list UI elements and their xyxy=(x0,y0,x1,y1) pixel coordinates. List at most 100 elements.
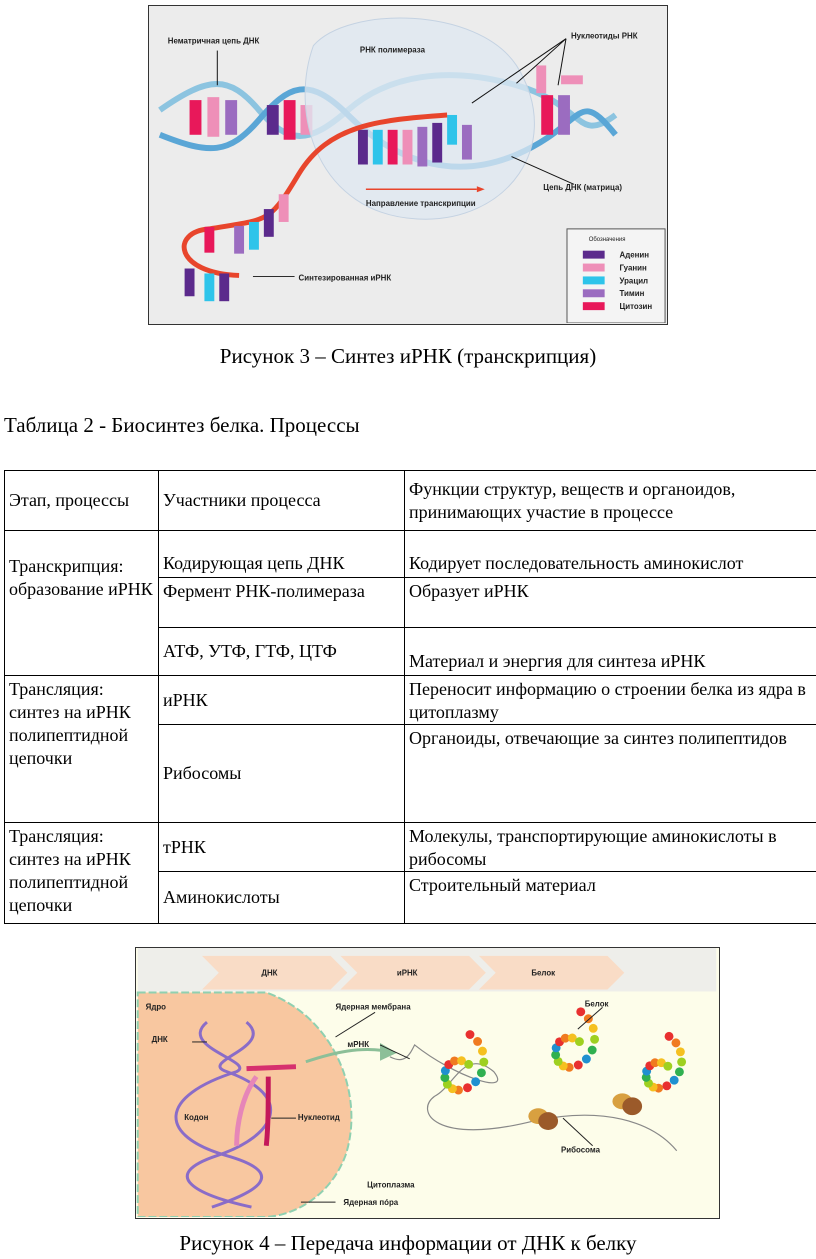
legend-label: Урацил xyxy=(619,276,648,285)
table-header-row: Этап, процессы Участники процесса Функци… xyxy=(4,470,816,531)
label-codon: Кодон xyxy=(184,1113,208,1122)
amino-acid-bead xyxy=(473,1037,483,1046)
amino-acid-bead xyxy=(581,1054,591,1064)
participant-cell: Аминокислоты xyxy=(158,871,405,924)
function-cell: Кодирует последовательность аминокислот xyxy=(404,530,816,578)
amino-acid-bead xyxy=(576,1007,586,1017)
legend-swatch xyxy=(582,276,605,285)
label-rna-nucleotides: Нуклеотиды РНК xyxy=(571,32,638,41)
mrna-bases xyxy=(357,65,583,167)
header-cell: Функции структур, веществ и органоидов, … xyxy=(404,470,816,531)
amino-acid-bead xyxy=(440,1073,450,1083)
label-nontemplate-strand: Нематричная цепь ДНК xyxy=(168,37,260,46)
header-cell: Этап, процессы xyxy=(4,470,159,531)
participant-cell: Рибосомы xyxy=(158,724,405,823)
figure-dna-to-protein: ДНК иРНК Белок Ядро Ядерная мембрана Бел… xyxy=(135,947,720,1219)
amino-acid-bead xyxy=(478,1046,487,1056)
step-mrna: иРНК xyxy=(397,969,418,978)
mrna-tail-bases xyxy=(184,194,289,302)
amino-acid-bead xyxy=(677,1057,687,1067)
base-pairs xyxy=(189,95,570,140)
amino-acid-bead xyxy=(663,1061,673,1071)
label-ribosome: Рибосома xyxy=(561,1146,601,1155)
label-dna: ДНК xyxy=(152,1035,168,1044)
legend-label: Цитозин xyxy=(619,302,652,311)
table-row: АТФ, УТФ, ГТФ, ЦТФ Материал и энергия дл… xyxy=(5,627,816,676)
mrna-strands xyxy=(234,1064,297,1147)
amino-acid-bead xyxy=(587,1045,597,1055)
legend-title: Обозначения xyxy=(589,237,626,243)
amino-acid-bead xyxy=(465,1030,475,1039)
amino-acid-bead xyxy=(590,1034,600,1044)
stage-cell: Транскрипция: образование иРНК xyxy=(4,530,159,676)
amino-acid-bead xyxy=(588,1023,598,1033)
label-direction: Направление транскрипции xyxy=(366,199,476,208)
legend-swatch xyxy=(582,250,605,259)
amino-acid-bead xyxy=(575,1037,584,1047)
legend-label: Тимин xyxy=(619,289,644,298)
pointer-arrows xyxy=(216,38,575,277)
legend-swatch xyxy=(582,263,605,272)
label-nucleotide: Нуклеотид xyxy=(298,1113,340,1122)
legend-label: Гуанин xyxy=(619,263,647,272)
amino-acid-bead xyxy=(669,1075,679,1085)
step-dna: ДНК xyxy=(261,969,277,978)
table-row: Трансляция: синтез на иРНК полипептидной… xyxy=(4,675,816,823)
table-row: Транскрипция: образование иРНК Кодирующа… xyxy=(4,530,816,676)
participant-cell: Фермент РНК-полимераза xyxy=(158,577,405,628)
function-cell: Образует иРНК xyxy=(404,577,816,628)
amino-acid-bead xyxy=(674,1067,684,1077)
function-cell: Материал и энергия для синтеза иРНК xyxy=(404,627,816,676)
amino-acid-bead xyxy=(675,1047,685,1057)
pointer-arrows xyxy=(192,1006,603,1203)
table-row: Трансляция: синтез на иРНК полипептидной… xyxy=(4,822,816,924)
amino-acid-bead xyxy=(664,1031,674,1041)
participant-cell: АТФ, УТФ, ГТФ, ЦТФ xyxy=(158,627,405,676)
step-protein: Белок xyxy=(531,969,555,978)
label-nucleus: Ядро xyxy=(146,1002,167,1011)
amino-acid-bead xyxy=(457,1056,466,1066)
table-caption: Таблица 2 - Биосинтез белка. Процессы xyxy=(4,413,360,437)
label-template-strand: Цепь ДНК (матрица) xyxy=(543,183,622,192)
label-nuclear-membrane: Ядерная мембрана xyxy=(336,1002,412,1011)
amino-acid-bead xyxy=(662,1081,672,1091)
amino-acid-bead xyxy=(573,1060,583,1070)
participant-cell: иРНК xyxy=(158,675,405,725)
legend-label: Аденин xyxy=(619,251,649,260)
amino-acid-bead xyxy=(464,1059,474,1069)
amino-acid-bead xyxy=(479,1057,489,1067)
amino-acid-bead xyxy=(650,1058,660,1068)
export-arrow xyxy=(305,1048,386,1064)
participant-cell: Кодирующая цепь ДНК xyxy=(158,530,405,578)
table-row: Рибосомы Органоиды, отвечающие за синтез… xyxy=(5,724,816,823)
legend: Обозначения Аденин Гуанин Урацил Тимин Цитоз… xyxy=(566,228,666,323)
amino-acid-bead xyxy=(551,1050,561,1060)
biosynthesis-table: Этап, процессы Участники процесса Функци… xyxy=(4,470,816,924)
function-cell: Молекулы, транспортирующие аминокислоты … xyxy=(404,822,816,872)
amino-acid-bead xyxy=(471,1077,481,1087)
label-mrna: мРНК xyxy=(347,1040,369,1049)
protein-chains xyxy=(440,1007,687,1095)
function-cell: Строительный материал xyxy=(404,871,816,924)
figure3-caption: Рисунок 3 – Синтез иРНК (транскрипция) xyxy=(219,344,597,368)
flow-chevrons xyxy=(202,955,625,990)
amino-acid-bead xyxy=(671,1038,681,1048)
amino-acid-bead xyxy=(567,1033,577,1043)
label-cytoplasm: Цитоплазма xyxy=(367,1180,415,1189)
figure-transcription: Нематричная цепь ДНК РНК полимераза Нукл… xyxy=(148,5,668,325)
legend-swatch xyxy=(582,289,605,298)
amino-acid-bead xyxy=(560,1033,570,1043)
participant-cell: тРНК xyxy=(158,822,405,872)
table-row: Аминокислоты Строительный материал xyxy=(5,871,816,924)
amino-acid-bead xyxy=(463,1083,472,1093)
stage-cell: Трансляция: синтез на иРНК полипептидной… xyxy=(4,822,159,924)
label-rna-polymerase: РНК полимераза xyxy=(360,46,426,55)
header-cell: Участники процесса xyxy=(158,470,405,531)
legend-swatch xyxy=(582,302,605,311)
figure4-caption: Рисунок 4 – Передача информации от ДНК к… xyxy=(179,1231,637,1255)
amino-acid-bead xyxy=(583,1014,593,1024)
function-cell: Переносит информацию о строении белка из… xyxy=(404,675,816,725)
label-nuclear-pore: Ядерная пóра xyxy=(343,1198,398,1207)
stage-cell: Трансляция: синтез на иРНК полипептидной… xyxy=(4,675,159,823)
amino-acid-bead xyxy=(476,1068,486,1078)
